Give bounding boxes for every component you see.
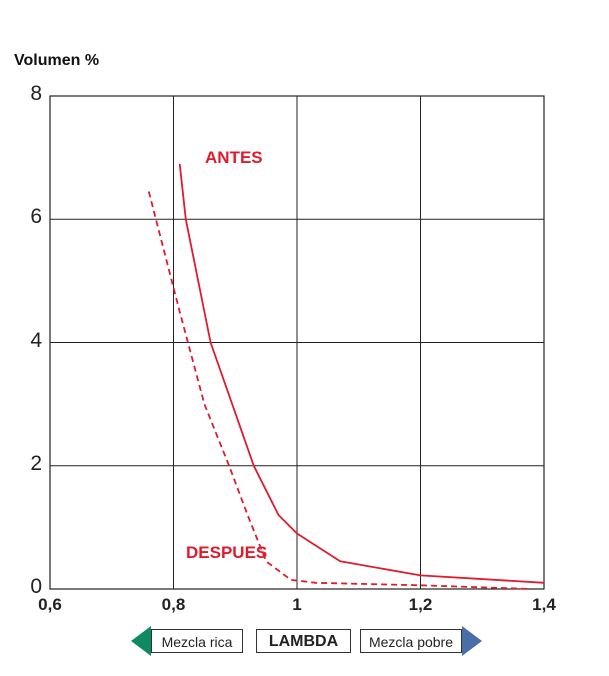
series-label-antes: ANTES (205, 148, 263, 167)
x-tick-label: 0,6 (38, 595, 62, 614)
arrow-left-icon (131, 626, 151, 656)
plot-frame (49, 95, 545, 590)
y-tick-label: 4 (30, 328, 42, 352)
series-line-antes (178, 163, 545, 584)
legend-mezcla-pobre: Mezcla pobre (360, 629, 462, 653)
x-tick-label: 1 (292, 595, 302, 614)
legend-mezcla-rica: Mezcla rica (151, 629, 243, 653)
legend-lambda: LAMBDA (256, 629, 351, 653)
x-tick-label: 1,4 (532, 595, 556, 614)
x-tick-label: 0,8 (161, 595, 186, 614)
arrow-right-icon (462, 626, 482, 656)
x-tick-label: 1,2 (408, 595, 433, 614)
series-label-despues: DESPUES (186, 543, 268, 562)
y-tick-label: 0 (30, 575, 42, 598)
y-axis-label: Volumen % (14, 52, 100, 69)
y-tick-label: 6 (30, 205, 42, 229)
series-line-despues (147, 191, 532, 590)
y-tick-label: 8 (30, 82, 42, 105)
y-tick-label: 2 (30, 451, 42, 475)
